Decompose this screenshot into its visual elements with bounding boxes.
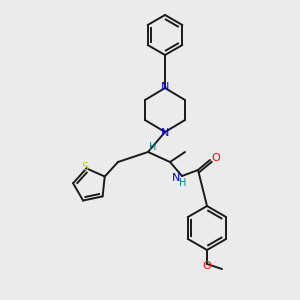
Text: N: N <box>161 128 169 138</box>
Text: O: O <box>202 261 211 271</box>
Text: H: H <box>179 178 187 188</box>
Text: N: N <box>161 82 169 92</box>
Text: H: H <box>149 142 157 152</box>
Text: O: O <box>212 153 220 163</box>
Text: N: N <box>172 173 180 183</box>
Text: S: S <box>81 162 88 172</box>
